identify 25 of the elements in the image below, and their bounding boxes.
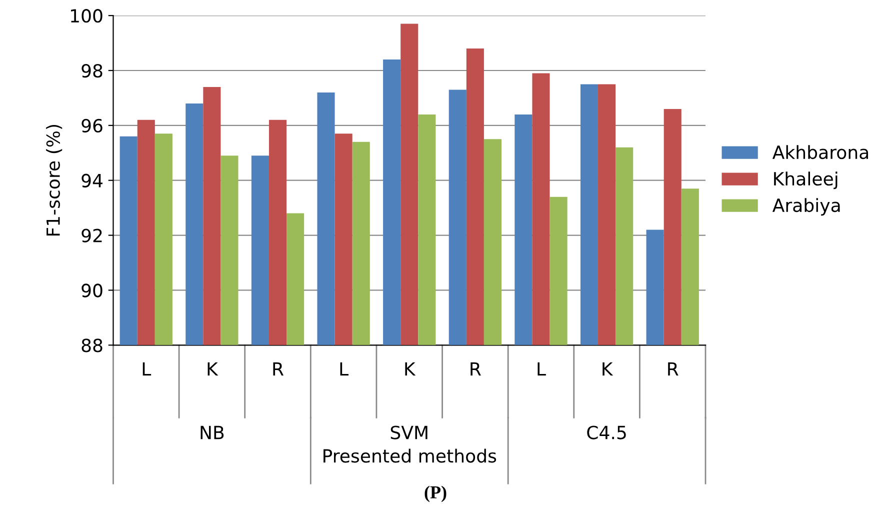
y-tick-label: 100 [71, 9, 102, 23]
legend-label: Khaleej [774, 172, 838, 190]
x-tick-label: K [208, 362, 218, 376]
text: (P) [424, 486, 446, 502]
y-tick-label: 98 [82, 64, 102, 78]
x-tick-label: R [668, 362, 678, 376]
y-tick-label: 92 [82, 228, 102, 242]
x-tick-label: L [142, 362, 152, 376]
x-tick-label: L [538, 362, 546, 376]
x-tick-label: R [273, 362, 284, 376]
text: C4.5 [587, 426, 626, 440]
legend-label: Akhbarona [772, 145, 868, 160]
text: SVM [390, 426, 428, 440]
x-tick-label: R [470, 362, 481, 376]
y-axis-title: F1-score (%) [46, 124, 62, 236]
legend-label: Arabiya [772, 198, 840, 216]
x-tick-label: K [405, 362, 416, 376]
x-tick-label: K [602, 362, 614, 376]
x-axis-title: Presented methods [324, 448, 496, 463]
y-tick-label: 96 [82, 118, 102, 133]
y-tick-label: 90 [82, 284, 102, 298]
y-tick-label: 88 [82, 338, 102, 352]
text: NB [200, 426, 224, 440]
x-tick-label: L [340, 362, 348, 376]
y-tick-label: 94 [82, 174, 102, 188]
